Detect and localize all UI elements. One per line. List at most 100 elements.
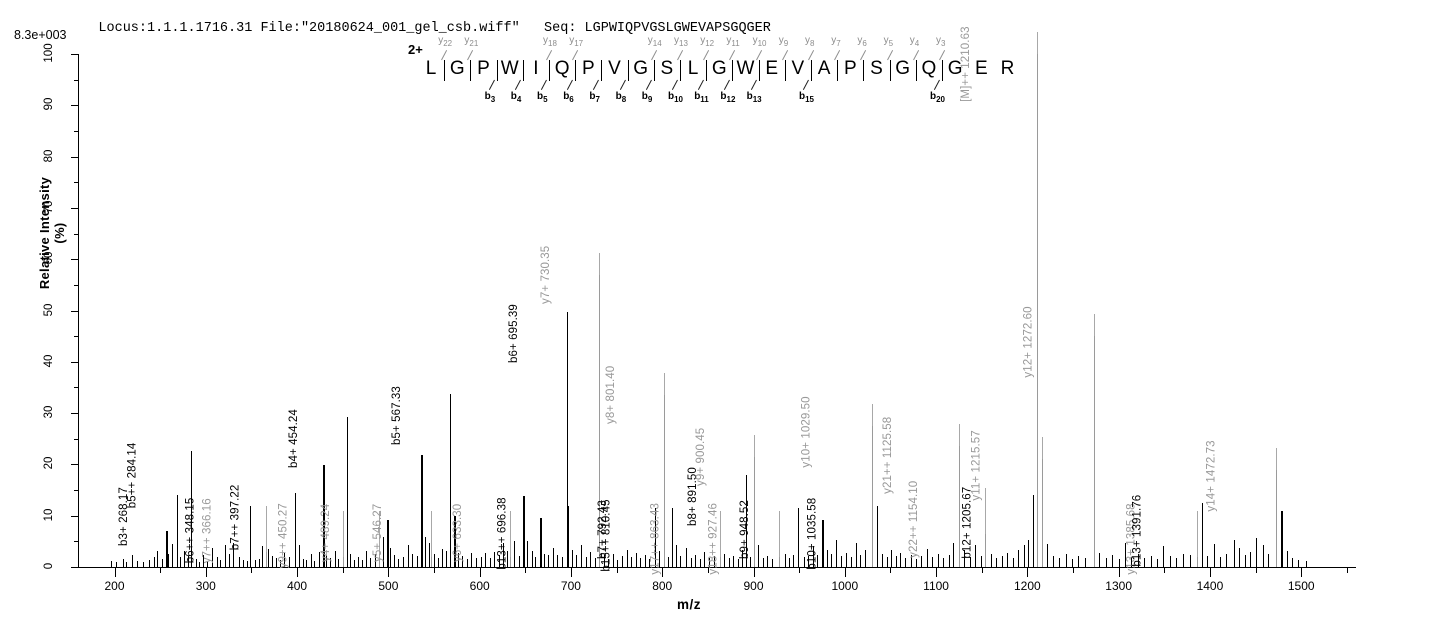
spectrum-peak — [699, 558, 701, 567]
y-axis-tick — [71, 259, 79, 261]
b-ion-label: b5 — [537, 91, 548, 104]
spectrum-peak — [216, 556, 218, 567]
spectrum-peak — [131, 554, 133, 567]
spectrum-peak — [1233, 540, 1235, 567]
spectrum-peak — [659, 550, 661, 567]
x-axis-tick-label: 1300 — [1105, 579, 1132, 593]
spectrum-peak — [895, 555, 897, 567]
ladder-separator — [522, 60, 524, 81]
y-axis-minor-tick — [74, 233, 79, 235]
spectrum-peak — [390, 547, 392, 567]
peak-label-leader — [510, 510, 512, 557]
spectrum-peak — [851, 556, 853, 567]
spectrum-peak — [407, 545, 409, 567]
annotated-peak — [985, 533, 987, 567]
spectrum-peak — [953, 543, 955, 567]
spectrum-peak — [1137, 553, 1139, 567]
y-axis-tick-label: 90 — [43, 97, 55, 111]
spectrum-peak — [382, 537, 384, 567]
b-ion-label: b13 — [746, 91, 762, 104]
spectrum-peak — [338, 558, 340, 567]
spectrum-peak — [276, 557, 278, 567]
peak-label: y8+ 801.40 — [605, 365, 617, 425]
spectrum-peak — [964, 549, 966, 567]
spectrum-peak — [1112, 554, 1114, 567]
spectrum-peak — [826, 549, 828, 567]
spectrum-peak — [1046, 544, 1048, 567]
x-axis-minor-tick — [251, 568, 253, 573]
peak-label-leader — [1041, 437, 1043, 460]
x-axis-tick-label: 1400 — [1196, 579, 1224, 593]
spectrum-peak — [116, 561, 118, 567]
peak-label-leader — [720, 510, 722, 557]
x-axis-minor-tick — [890, 568, 892, 573]
x-axis-tick — [936, 568, 938, 577]
spectrum-peak — [126, 561, 128, 567]
spectrum-peak — [685, 547, 687, 567]
peak-label: b10+ 1035.58 — [806, 497, 819, 570]
spectrum-peak — [758, 545, 760, 567]
spectrum-peak — [767, 555, 769, 567]
y-axis-tick — [71, 310, 79, 312]
spectrum-peak — [812, 546, 814, 567]
spectrum-peak — [188, 555, 190, 567]
spectrum-peak — [905, 557, 907, 567]
residue: W — [736, 58, 755, 79]
residue: P — [843, 58, 857, 79]
annotated-peak — [346, 438, 348, 567]
spectrum-peak — [366, 550, 368, 567]
spectrum-peak — [817, 554, 819, 567]
spectrum-peak — [246, 560, 248, 567]
x-axis-tick-label: 900 — [743, 579, 764, 593]
spectrum-peak — [631, 556, 633, 567]
x-axis-tick-label: 400 — [287, 579, 308, 593]
spectrum-peak — [149, 559, 151, 567]
spectrum-peak — [480, 556, 482, 567]
annotated-peak — [176, 541, 178, 567]
spectrum-peak — [122, 558, 124, 567]
annotated-peak — [1041, 459, 1043, 567]
annotated-peak — [342, 556, 344, 567]
spectrum-peak — [543, 553, 545, 567]
spectrum-peak — [507, 550, 509, 567]
spectrum-peak — [318, 551, 320, 567]
spectrum-peak — [1239, 547, 1241, 567]
spectrum-peak — [1298, 559, 1300, 567]
ladder-separator — [470, 60, 472, 81]
y-axis-tick-label: 0 — [43, 562, 55, 570]
spectrum-peak — [784, 553, 786, 567]
spectrum-peak — [571, 549, 573, 567]
peak-label: y12+ 1272.60 — [1022, 306, 1035, 378]
y-ion-label: y21 — [464, 35, 479, 48]
y-axis-tick-label: 60 — [43, 251, 55, 265]
peak-label-leader — [598, 252, 600, 275]
x-axis-minor-tick — [1255, 568, 1257, 573]
y-ion-label: y10 — [752, 35, 767, 48]
spectrum-peak — [314, 560, 316, 567]
x-axis-tick-label: 1000 — [831, 579, 859, 593]
spectrum-peak — [1256, 538, 1258, 567]
y-axis-tick-label: 100 — [43, 43, 55, 63]
spectrum-peak — [454, 515, 457, 567]
spectrum-peak — [243, 559, 245, 567]
residue: I — [533, 58, 539, 79]
spectrum-peak — [948, 554, 950, 567]
peak-label-leader — [1032, 495, 1034, 542]
residue: Q — [554, 58, 570, 79]
ladder-separator — [706, 60, 708, 81]
spectrum-peak — [882, 553, 884, 567]
peak-label-leader — [1202, 503, 1204, 550]
spectrum-peak — [523, 496, 526, 567]
spectrum-peak — [576, 554, 578, 567]
spectrum-peak — [1007, 552, 1009, 567]
spectrum-peak — [835, 540, 837, 567]
peak-label: b13+ 1391.76 — [1131, 494, 1144, 567]
peak-label-leader — [249, 505, 251, 552]
y-ion-label: y17 — [569, 35, 584, 48]
spectrum-peak — [789, 557, 791, 567]
x-axis-tick-label: 800 — [652, 579, 673, 593]
spectrum-peak — [157, 550, 159, 567]
annotated-peak — [294, 538, 296, 567]
ladder-separator — [549, 60, 550, 81]
